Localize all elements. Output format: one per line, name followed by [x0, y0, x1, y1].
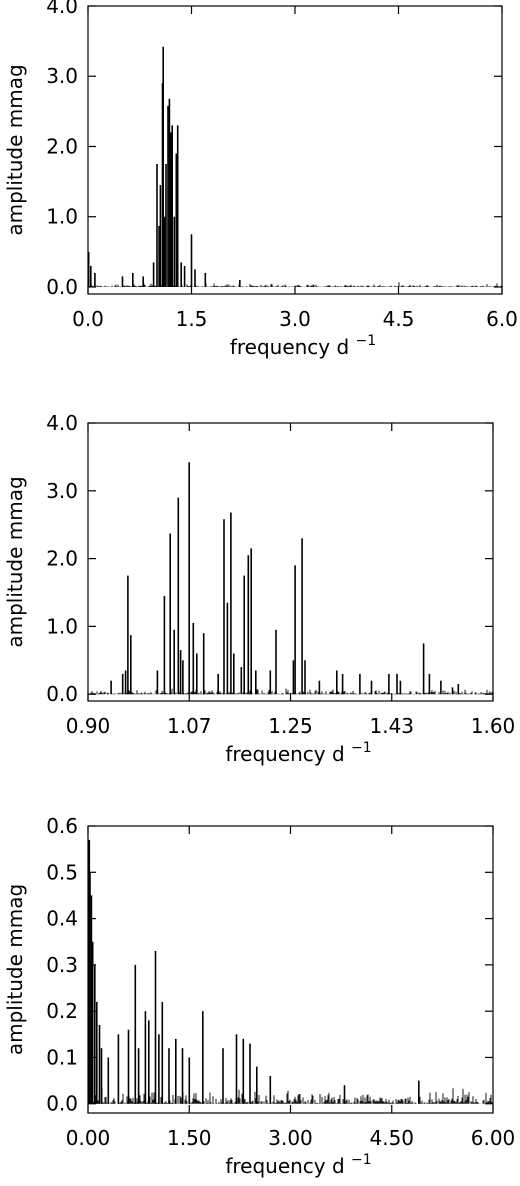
y-tick-label: 0.0	[46, 682, 78, 706]
y-tick-label: 0.2	[46, 999, 78, 1023]
x-tick-label: 1.43	[369, 714, 414, 738]
y-tick-label: 2.0	[46, 547, 78, 571]
y-tick-label: 0.6	[46, 814, 78, 838]
x-tick-label: 4.5	[383, 307, 415, 331]
y-axis-label: amplitude mmag	[3, 884, 27, 1055]
x-axis-label-superscript: −1	[351, 1152, 372, 1168]
y-axis-label: amplitude mmag	[3, 64, 27, 235]
y-tick-label: 1.0	[46, 614, 78, 638]
y-tick-label: 2.0	[46, 134, 78, 158]
x-axis-label: frequency d −1	[225, 1152, 371, 1178]
y-tick-label: 4.0	[46, 0, 78, 18]
y-tick-label: 4.0	[46, 411, 78, 435]
panel-1: 0.0 1.5 3.0 4.5 6.0 0.0 1.0 2.0 3.0 4.0 frequency …	[3, 0, 518, 359]
x-tick-label: 6.00	[471, 1126, 516, 1150]
plot-frame	[87, 5, 503, 295]
y-tick-label: 0.0	[46, 1092, 78, 1116]
y-axis-label: amplitude mmag	[3, 476, 27, 647]
x-tick-label: 0.0	[72, 307, 104, 331]
x-tick-label: 3.00	[268, 1126, 313, 1150]
x-tick-label: 4.50	[369, 1126, 414, 1150]
x-axis-label: frequency d −1	[225, 740, 371, 766]
y-tick-label: 3.0	[46, 64, 78, 88]
y-tick-label: 0.3	[46, 953, 78, 977]
y-tick-label: 3.0	[46, 479, 78, 503]
x-tick-label: 1.25	[268, 714, 313, 738]
x-axis-label-superscript: −1	[351, 740, 372, 756]
x-axis-label-superscript: −1	[356, 333, 377, 349]
x-tick-label: 1.07	[167, 714, 212, 738]
y-tick-label: 0.4	[46, 907, 78, 931]
x-tick-label: 0.00	[66, 1126, 111, 1150]
x-tick-label: 0.90	[66, 714, 111, 738]
y-tick-label: 0.1	[46, 1045, 78, 1069]
plot-frame	[87, 422, 494, 702]
x-axis-label: frequency d −1	[230, 333, 376, 359]
x-tick-label: 1.5	[176, 307, 208, 331]
panel-3: 0.00 1.50 3.00 4.50 6.00 0.0 0.1 0.2 0.3 0.4 0.5 0.…	[3, 814, 515, 1178]
y-tick-label: 0.0	[46, 275, 78, 299]
x-tick-label: 3.0	[279, 307, 311, 331]
panel-2: 0.90 1.07 1.25 1.43 1.60 0.0 1.0 2.0 3.0 4.0 frequ…	[3, 411, 515, 766]
y-tick-label: 1.0	[46, 205, 78, 229]
x-tick-label: 6.0	[486, 307, 518, 331]
x-tick-label: 1.60	[471, 714, 516, 738]
x-tick-label: 1.50	[167, 1126, 212, 1150]
y-tick-label: 0.5	[46, 860, 78, 884]
